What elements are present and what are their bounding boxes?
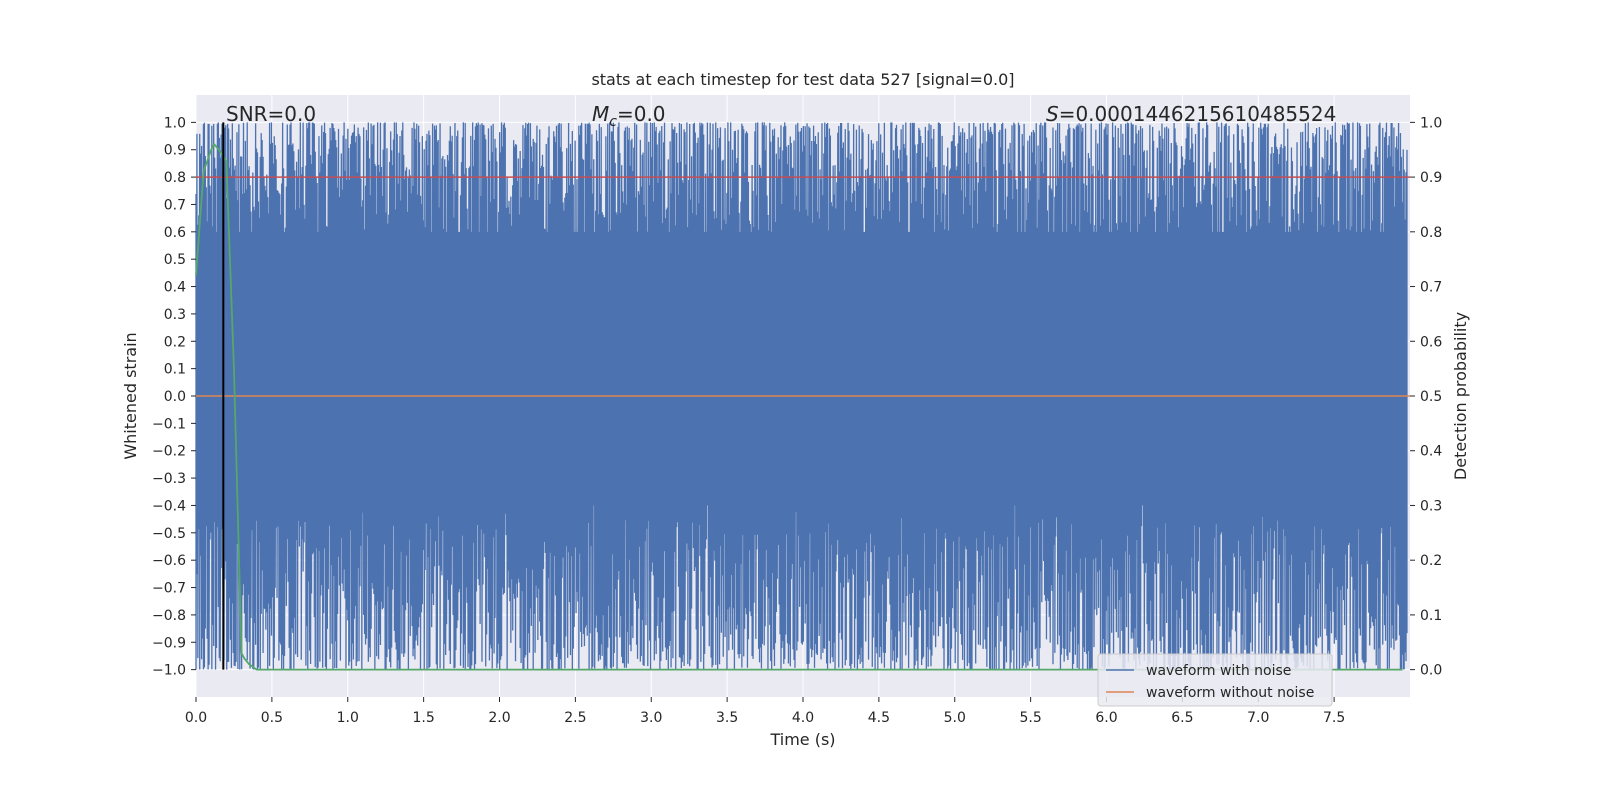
x-tick-label: 2.5 bbox=[564, 710, 586, 726]
annotation-snr: SNR=0.0 bbox=[226, 102, 316, 126]
x-axis-label: Time (s) bbox=[769, 730, 835, 749]
x-tick-label: 0.0 bbox=[185, 710, 207, 726]
annotation-s: S=0.0001446215610485524 bbox=[1046, 102, 1336, 126]
mc-value: =0.0 bbox=[617, 102, 666, 126]
axes: 0.0 0.5 1.0 1.5 2.0 2.5 3.0 3.5 4.0 4.5 5.0 5.5 6.0 6… bbox=[152, 115, 1442, 726]
s-symbol: S bbox=[1046, 102, 1059, 126]
legend: waveform with noise waveform without noi… bbox=[1097, 653, 1333, 707]
y-tick-label-left: −0.3 bbox=[152, 471, 186, 487]
x-tick-label: 2.0 bbox=[488, 710, 510, 726]
y-tick-label-right: 0.9 bbox=[1420, 170, 1442, 186]
annotation-chirp-mass: Mc=0.0 bbox=[592, 102, 666, 130]
legend-label-noise: waveform with noise bbox=[1146, 663, 1291, 679]
waveform-with-noise-core bbox=[196, 231, 1407, 506]
y-axis-label-left: Whitened strain bbox=[121, 332, 140, 459]
y-tick-label-left: −0.2 bbox=[152, 444, 186, 460]
y-tick-label-left: 0.7 bbox=[164, 197, 186, 213]
mc-symbol: M bbox=[592, 102, 609, 126]
y-tick-label-left: −0.6 bbox=[152, 553, 186, 569]
y-tick-label-right: 0.8 bbox=[1420, 225, 1442, 241]
y-tick-label-left: −0.1 bbox=[152, 416, 186, 432]
x-tick-label: 6.0 bbox=[1095, 710, 1117, 726]
x-tick-label: 4.0 bbox=[792, 710, 814, 726]
series-waveform-with-noise bbox=[195, 122, 1408, 670]
y-tick-label-left: −0.7 bbox=[152, 581, 186, 597]
y-tick-label-left: −1.0 bbox=[152, 663, 186, 679]
y-tick-label-right: 1.0 bbox=[1420, 115, 1442, 131]
y-tick-label-left: −0.4 bbox=[152, 498, 186, 514]
x-tick-label: 1.0 bbox=[337, 710, 359, 726]
s-value: =0.0001446215610485524 bbox=[1059, 102, 1337, 126]
x-tick-label: 1.5 bbox=[412, 710, 434, 726]
y-tick-label-left: 0.5 bbox=[164, 252, 186, 268]
mc-subscript: c bbox=[609, 114, 617, 130]
y-tick-label-left: 0.8 bbox=[164, 170, 186, 186]
y-tick-label-right: 0.1 bbox=[1420, 608, 1442, 624]
x-tick-label: 7.5 bbox=[1323, 710, 1345, 726]
legend-box bbox=[1097, 653, 1333, 707]
y-tick-label-left: 0.0 bbox=[164, 389, 186, 405]
x-tick-label: 4.5 bbox=[868, 710, 890, 726]
y-tick-label-right: 0.6 bbox=[1420, 334, 1442, 350]
x-tick-label: 3.5 bbox=[716, 710, 738, 726]
y-tick-label-left: 0.3 bbox=[164, 307, 186, 323]
y-tick-label-left: −0.9 bbox=[152, 635, 186, 651]
y-tick-label-left: 1.0 bbox=[164, 115, 186, 131]
y-tick-label-left: 0.9 bbox=[164, 143, 186, 159]
x-tick-label: 5.5 bbox=[1019, 710, 1041, 726]
y-tick-label-right: 0.4 bbox=[1420, 444, 1442, 460]
y-tick-label-right: 0.7 bbox=[1420, 280, 1442, 296]
y-tick-label-right: 0.3 bbox=[1420, 498, 1442, 514]
x-tick-label: 3.0 bbox=[640, 710, 662, 726]
y-tick-label-left: −0.8 bbox=[152, 608, 186, 624]
y-tick-label-left: 0.4 bbox=[164, 280, 186, 296]
x-tick-label: 7.0 bbox=[1247, 710, 1269, 726]
y-tick-label-left: 0.6 bbox=[164, 225, 186, 241]
y-tick-label-left: 0.1 bbox=[164, 362, 186, 378]
detection-probability-line bbox=[195, 142, 1403, 671]
y-tick-label-left: 0.2 bbox=[164, 334, 186, 350]
x-tick-label: 5.0 bbox=[944, 710, 966, 726]
y-axis-label-right: Detection probability bbox=[1451, 312, 1470, 480]
y-tick-label-right: 0.2 bbox=[1420, 553, 1442, 569]
legend-label-clean: waveform without noise bbox=[1146, 685, 1314, 701]
y-tick-label-right: 0.0 bbox=[1420, 663, 1442, 679]
y-tick-label-left: −0.5 bbox=[152, 526, 186, 542]
series-lines bbox=[195, 122, 1410, 671]
chart-title: stats at each timestep for test data 527… bbox=[591, 70, 1014, 89]
x-tick-label: 6.5 bbox=[1171, 710, 1193, 726]
x-tick-label: 0.5 bbox=[261, 710, 283, 726]
y-tick-label-right: 0.5 bbox=[1420, 389, 1442, 405]
